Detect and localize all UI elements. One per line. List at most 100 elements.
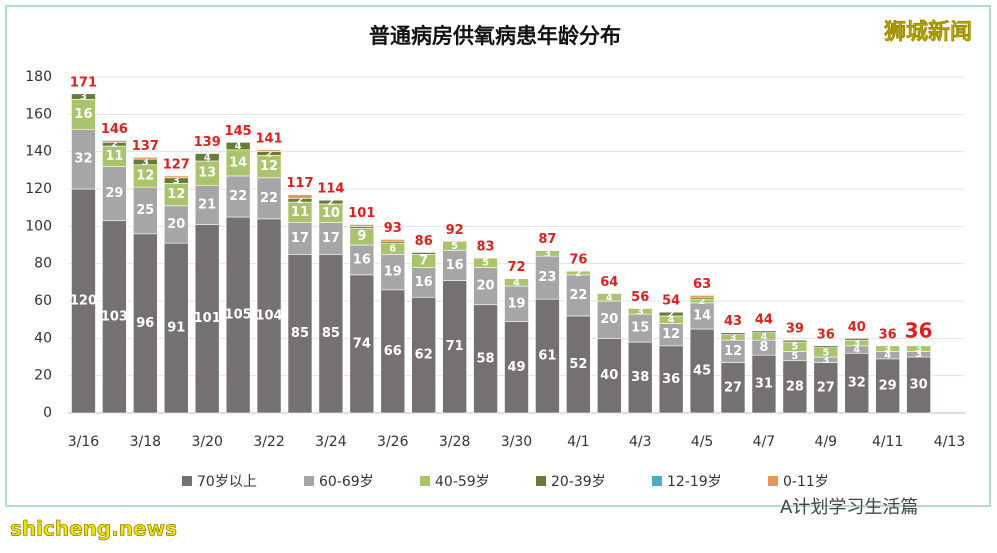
bar-segment: [906, 345, 931, 352]
data-label: 25: [136, 203, 154, 218]
data-label: 3: [915, 349, 922, 360]
bar-segment: [844, 352, 870, 414]
data-label: 4: [884, 350, 891, 361]
bar-segment: [287, 194, 313, 199]
total-label: 146: [101, 122, 128, 137]
data-label: 20: [600, 312, 618, 327]
x-tick-label: 3/26: [377, 434, 409, 450]
total-label: 63: [693, 277, 711, 292]
total-label: 171: [70, 75, 97, 90]
data-label: 3: [884, 344, 891, 355]
data-label: 29: [105, 186, 123, 201]
data-label: 8: [759, 340, 768, 355]
bar-segment: [658, 311, 684, 317]
data-label: 4: [235, 141, 242, 152]
data-label: 29: [879, 378, 897, 393]
data-label: 61: [538, 349, 556, 364]
x-tick-label: 3/18: [130, 434, 161, 450]
bar-segment: [71, 188, 96, 414]
total-label: 72: [507, 260, 525, 275]
data-label: 32: [74, 152, 92, 167]
bar-segment: [287, 254, 313, 414]
bar-segment: [627, 341, 653, 414]
bar-segment: [658, 345, 684, 414]
total-label: 36: [879, 327, 897, 342]
total-label: 86: [415, 234, 433, 249]
x-tick-label: 3/28: [439, 434, 470, 450]
bar-segment: [133, 186, 158, 235]
data-label: 2: [327, 197, 334, 208]
bar-segment: [349, 274, 375, 414]
data-label: 3: [544, 248, 551, 259]
bar-segment: [256, 177, 282, 220]
legend-label: 70岁以上: [197, 474, 257, 490]
bar-segment: [442, 280, 467, 414]
data-label: 22: [569, 288, 587, 303]
data-label: 40: [600, 368, 618, 383]
bar-segment: [380, 239, 406, 242]
data-label: 3: [637, 306, 644, 317]
legend-swatch: [304, 476, 314, 486]
bar-segment: [473, 304, 498, 414]
bar-segment: [535, 250, 560, 257]
legend-label: 0-11岁: [783, 474, 829, 490]
data-label: 6: [389, 244, 396, 255]
data-label: 16: [446, 258, 464, 273]
data-label: 2: [575, 268, 582, 279]
total-label: 83: [477, 240, 495, 255]
x-tick-label: 3/24: [315, 434, 347, 450]
total-label: 87: [538, 232, 556, 247]
legend-label: 60-69岁: [319, 474, 374, 490]
total-label: 64: [600, 275, 618, 290]
bar-segment: [504, 285, 529, 322]
x-tick-label: 4/3: [629, 434, 652, 450]
x-tick-label: 4/5: [691, 434, 714, 450]
data-label: 74: [353, 336, 371, 351]
data-label: 3: [730, 332, 737, 343]
data-label: 10: [322, 206, 340, 221]
bar-segment: [71, 93, 96, 100]
bar-segment: [349, 224, 375, 227]
data-label: 45: [693, 364, 711, 379]
bar-segment: [535, 298, 560, 414]
data-label: 12: [167, 187, 185, 202]
data-label: 27: [724, 380, 742, 395]
y-tick-label: 100: [25, 218, 52, 234]
x-tick-label: 3/20: [191, 434, 222, 450]
x-tick-label: 4/13: [934, 434, 965, 450]
bar-segment: [596, 338, 622, 414]
x-tick-label: 4/7: [753, 434, 776, 450]
data-label: 38: [631, 370, 649, 385]
data-label: 3: [142, 157, 149, 168]
bar-segment: [782, 360, 808, 414]
bar-segment: [318, 222, 344, 255]
bar-segment: [133, 156, 158, 160]
bar-segment: [844, 338, 870, 341]
data-label: 5: [791, 351, 798, 362]
data-label: 3: [915, 344, 922, 355]
bar-segment: [102, 220, 127, 414]
data-label: 22: [260, 191, 278, 206]
bar-segment: [411, 296, 437, 414]
data-label: 103: [101, 309, 128, 324]
bar-segment: [163, 242, 189, 414]
data-label: 23: [538, 270, 556, 285]
data-label: 16: [353, 252, 371, 267]
y-tick-label: 40: [34, 330, 52, 346]
data-label: 27: [817, 380, 835, 395]
bar-segment: [689, 328, 715, 414]
y-tick-label: 120: [25, 181, 52, 197]
bar-segment: [225, 142, 251, 151]
data-label: 5: [482, 258, 489, 269]
data-label: 120: [70, 294, 97, 309]
data-label: 104: [255, 308, 282, 323]
total-label: 36: [905, 318, 933, 342]
data-label: 19: [507, 296, 525, 311]
data-label: 19: [384, 265, 402, 280]
total-label: 40: [848, 320, 866, 335]
bar-segment: [906, 356, 931, 414]
bar-segment: [596, 300, 622, 339]
data-label: 2: [266, 149, 273, 160]
bar-segment: [225, 175, 251, 218]
